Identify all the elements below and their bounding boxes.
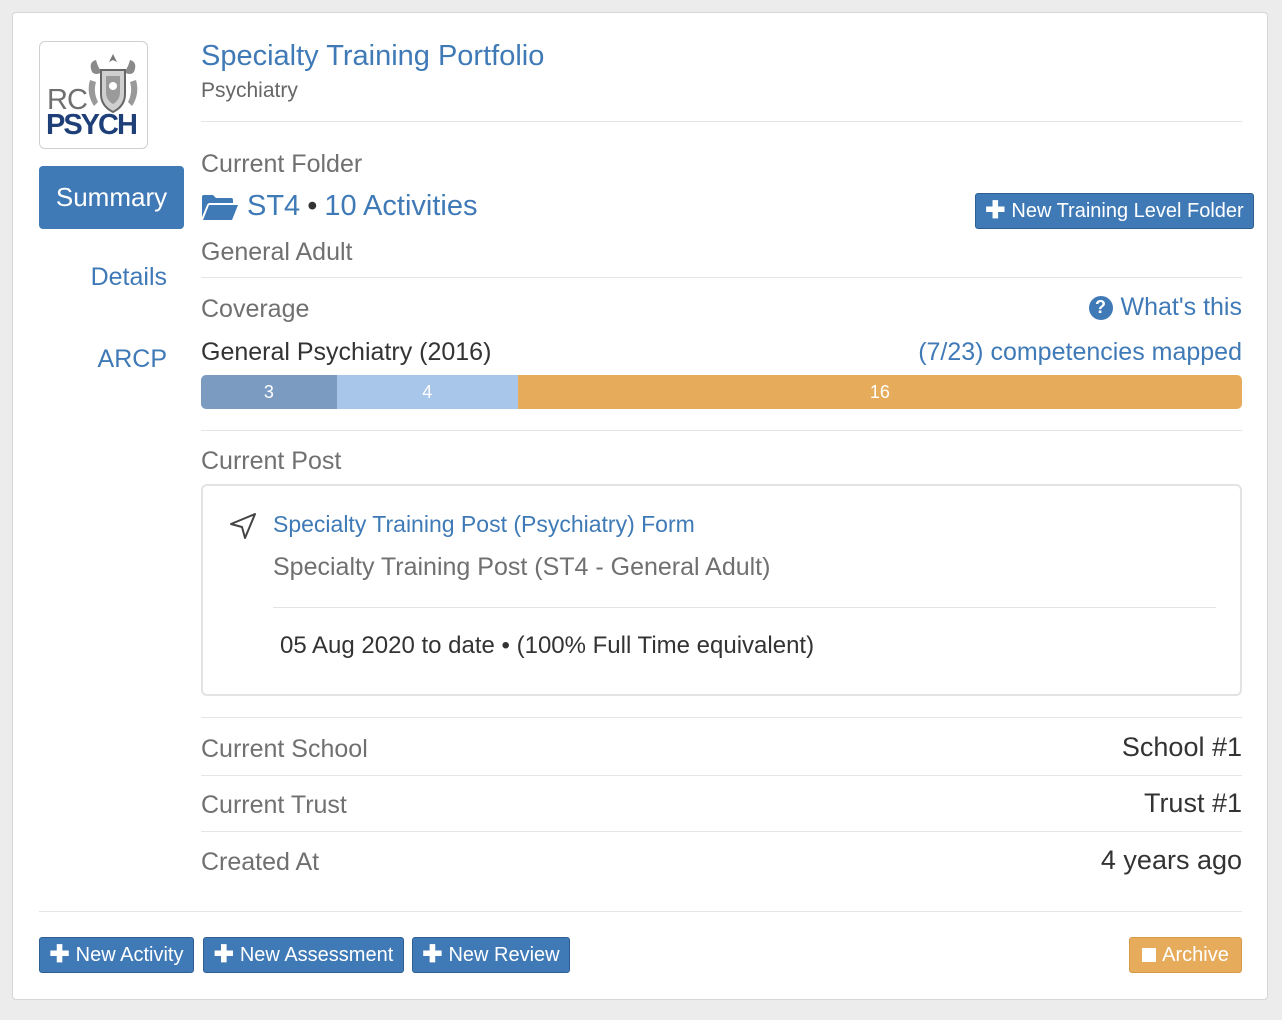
current-trust-value: Trust #1 xyxy=(1143,788,1242,818)
folder-open-icon xyxy=(202,194,238,220)
current-post-card: Specialty Training Post (Psychiatry) For… xyxy=(201,484,1242,696)
current-folder-label: Current Folder xyxy=(201,150,363,178)
portfolio-card: RC PSYCH Summary Details ARCP Specialty … xyxy=(12,12,1268,1000)
current-school-value: School #1 xyxy=(1121,732,1242,762)
created-at-value: 4 years ago xyxy=(1100,845,1242,875)
new-assessment-label: New Assessment xyxy=(239,943,394,966)
logo-text-psych: PSYCH xyxy=(46,109,138,141)
archive-label: Archive xyxy=(1162,943,1229,966)
new-training-level-folder-label: New Training Level Folder xyxy=(1011,199,1244,222)
nav-details-tab[interactable]: Details xyxy=(90,263,167,291)
coverage-label: Coverage xyxy=(201,295,310,323)
archive-button[interactable]: Archive xyxy=(1129,937,1242,973)
nav-arcp-tab[interactable]: ARCP xyxy=(97,345,167,373)
created-at-label: Created At xyxy=(201,848,320,876)
curriculum-name: General Psychiatry (2016) xyxy=(201,338,492,366)
coverage-segment: 3 xyxy=(201,375,337,409)
divider xyxy=(201,121,1242,122)
new-review-button[interactable]: ✚ New Review xyxy=(412,937,570,973)
current-post-label: Current Post xyxy=(201,447,342,475)
nav-summary-tab[interactable]: Summary xyxy=(39,166,184,229)
new-review-label: New Review xyxy=(448,943,560,966)
divider xyxy=(273,607,1216,608)
folder-specialty: General Adult xyxy=(201,238,353,266)
new-activity-button[interactable]: ✚ New Activity xyxy=(39,937,194,973)
location-arrow-icon xyxy=(230,513,256,539)
plus-icon: ✚ xyxy=(213,941,234,968)
whats-this-label: What's this xyxy=(1120,293,1242,321)
question-circle-icon: ? xyxy=(1088,295,1113,320)
new-assessment-button[interactable]: ✚ New Assessment xyxy=(203,937,404,973)
coverage-progress-bar[interactable]: 3 4 16 xyxy=(201,375,1242,409)
logo-text-rc: RC xyxy=(47,84,88,116)
new-training-level-folder-button[interactable]: ✚ New Training Level Folder xyxy=(975,193,1254,229)
crest-icon xyxy=(88,54,138,114)
plus-icon: ✚ xyxy=(985,197,1006,224)
current-school-label: Current School xyxy=(201,735,368,763)
current-folder-row: ST4 • 10 Activities xyxy=(201,190,477,223)
coverage-segment: 4 xyxy=(336,375,518,409)
current-trust-label: Current Trust xyxy=(201,791,347,819)
post-form-link[interactable]: Specialty Training Post (Psychiatry) For… xyxy=(273,511,695,537)
post-type: Specialty Training Post (ST4 - General A… xyxy=(273,553,771,581)
page-subtitle: Psychiatry xyxy=(201,79,298,102)
rcpsych-logo: RC PSYCH xyxy=(39,41,148,149)
whats-this-link[interactable]: ? What's this xyxy=(1088,293,1242,322)
separator-dot: • xyxy=(307,190,318,222)
plus-icon: ✚ xyxy=(49,941,70,968)
coverage-segment: 16 xyxy=(517,375,1242,409)
square-icon xyxy=(1142,948,1157,962)
new-activity-label: New Activity xyxy=(75,943,184,966)
divider xyxy=(201,717,1242,718)
competencies-mapped-link[interactable]: (7/23) competencies mapped xyxy=(918,338,1242,366)
plus-icon: ✚ xyxy=(422,941,443,968)
page-title: Specialty Training Portfolio xyxy=(201,40,545,72)
folder-level-link[interactable]: ST4 xyxy=(247,190,301,222)
folder-activities-link[interactable]: 10 Activities xyxy=(324,190,478,222)
post-dates: 05 Aug 2020 to date • (100% Full Time eq… xyxy=(280,632,815,659)
divider xyxy=(201,775,1242,776)
divider xyxy=(201,831,1242,832)
divider xyxy=(201,430,1242,431)
divider xyxy=(39,911,1242,912)
divider xyxy=(201,277,1242,278)
